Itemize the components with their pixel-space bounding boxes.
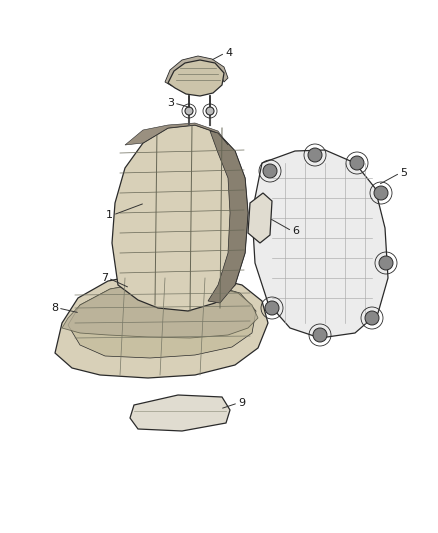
Text: 6: 6 [292,226,299,236]
Polygon shape [252,150,388,338]
Text: 7: 7 [101,273,108,283]
Circle shape [185,107,193,115]
Polygon shape [168,60,224,96]
Polygon shape [112,125,248,311]
Polygon shape [130,395,230,431]
Circle shape [308,148,322,162]
Polygon shape [68,281,256,358]
Text: 5: 5 [400,168,407,178]
Polygon shape [165,56,228,86]
Polygon shape [208,131,248,303]
Circle shape [350,156,364,170]
Circle shape [379,256,393,270]
Polygon shape [55,273,268,378]
Circle shape [374,186,388,200]
Circle shape [313,328,327,342]
Text: 4: 4 [225,48,232,58]
Polygon shape [62,281,258,338]
Polygon shape [125,123,228,145]
Circle shape [206,107,214,115]
Text: 9: 9 [238,398,245,408]
Circle shape [263,164,277,178]
Polygon shape [248,193,272,243]
Text: 3: 3 [167,98,174,108]
Text: 8: 8 [51,303,58,313]
Text: 1: 1 [106,210,113,220]
Circle shape [265,301,279,315]
Circle shape [365,311,379,325]
